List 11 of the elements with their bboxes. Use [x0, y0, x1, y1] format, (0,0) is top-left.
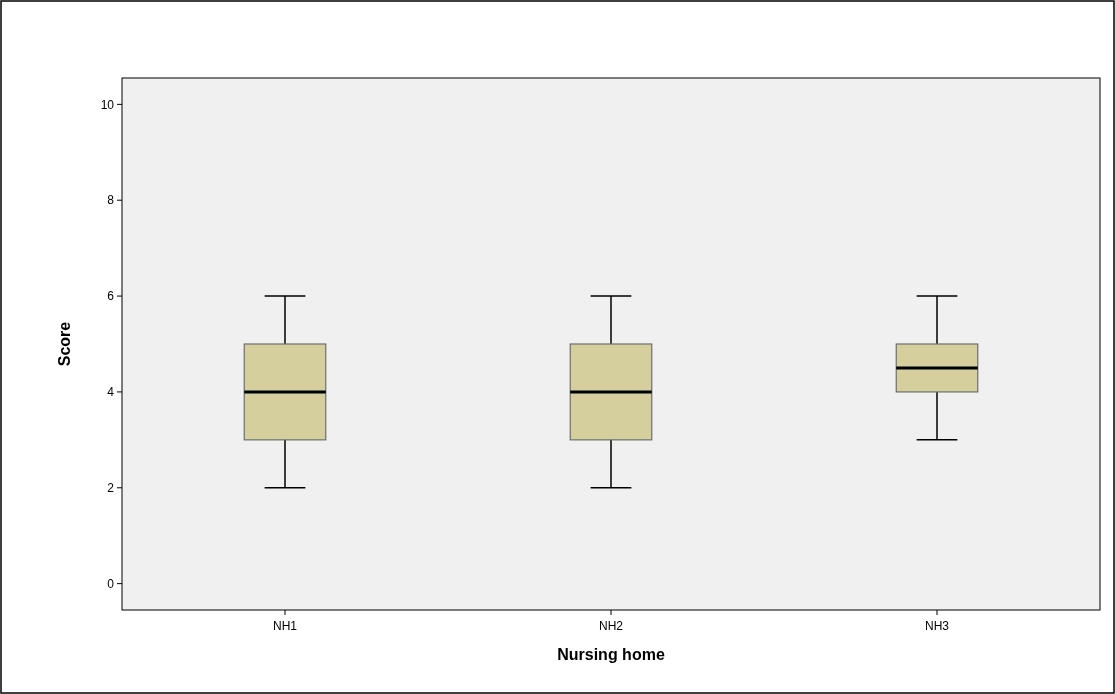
- y-tick-label: 0: [107, 576, 115, 591]
- x-tick-label: NH3: [924, 619, 950, 633]
- y-tick-label: 6: [107, 289, 115, 304]
- y-tick-label: 4: [107, 385, 115, 400]
- x-tick-label: NH1: [272, 619, 298, 633]
- y-tick-label: 2: [107, 480, 115, 495]
- x-axis-title: Nursing home: [557, 646, 665, 663]
- y-axis-title: Score: [56, 321, 73, 367]
- x-tick-label: NH2: [598, 619, 624, 633]
- y-tick-label: 10: [100, 97, 115, 112]
- y-tick-label: 8: [107, 193, 115, 208]
